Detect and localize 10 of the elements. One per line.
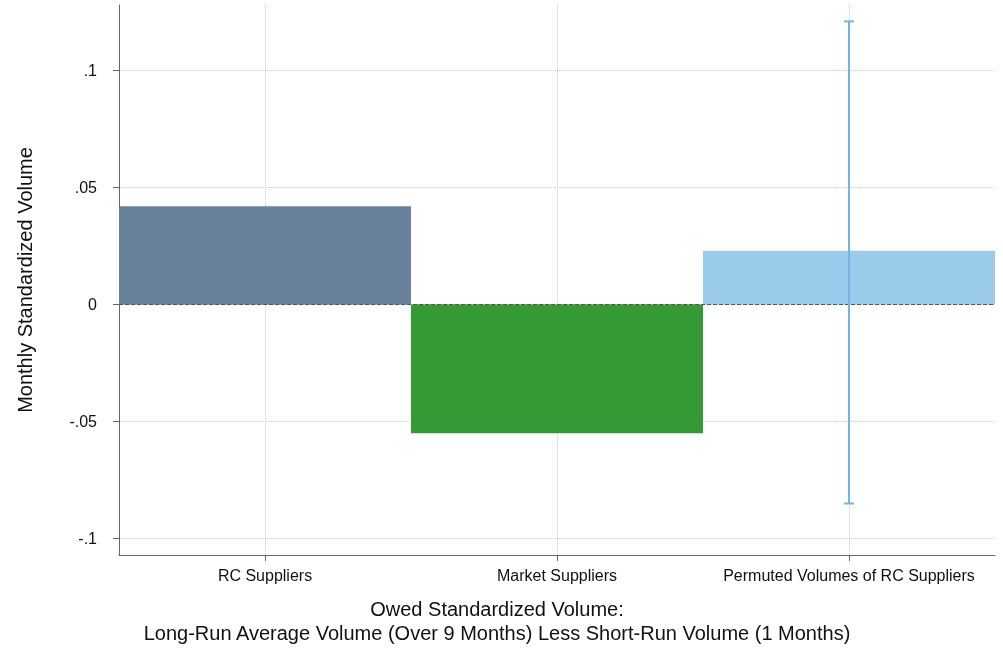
y-tick-label: -.05: [69, 413, 98, 431]
x-tick-label: RC Suppliers: [217, 566, 313, 584]
x-tick-label: Permuted Volumes of RC Suppliers: [723, 566, 975, 584]
y-axis-title: Monthly Standardized Volume: [14, 147, 36, 413]
x-tick-label: Market Suppliers: [496, 566, 618, 584]
y-tick-label: -.1: [78, 530, 98, 548]
y-tick-label: .1: [83, 62, 98, 80]
y-tick-label: 0: [88, 296, 98, 314]
x-axis-title: Owed Standardized Volume: Long-Run Average Volume (Over 9 Months) Less Short-Run Volume (1 Months): [143, 598, 851, 644]
y-tick-label: .05: [74, 179, 98, 197]
